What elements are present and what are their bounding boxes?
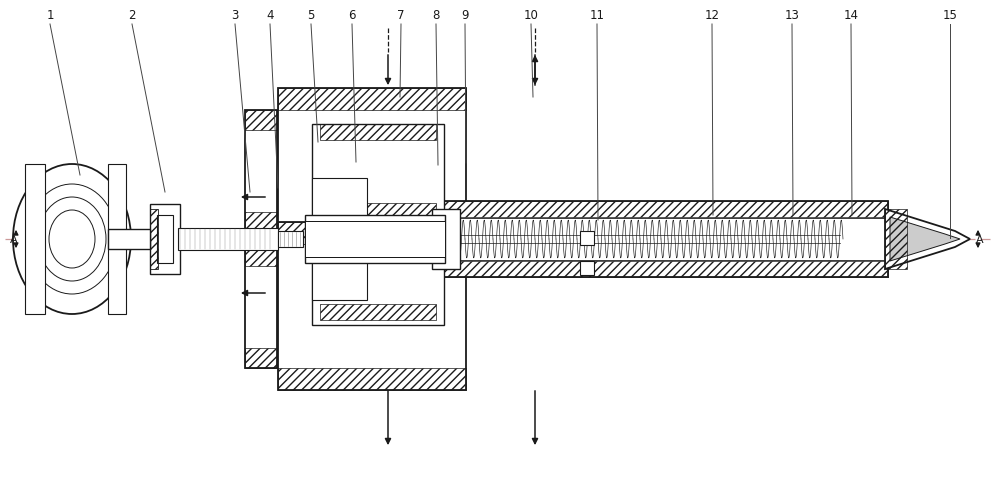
Bar — [440, 201, 888, 217]
Bar — [320, 237, 436, 253]
Bar — [245, 110, 277, 130]
Bar — [580, 261, 594, 275]
Text: 2: 2 — [128, 9, 136, 22]
Text: 13: 13 — [785, 9, 799, 22]
Bar — [580, 231, 594, 245]
Bar — [440, 261, 888, 277]
Text: A: A — [976, 235, 984, 245]
Bar — [245, 110, 277, 232]
Bar — [320, 304, 436, 320]
Bar — [245, 246, 277, 266]
Bar — [440, 201, 888, 277]
Bar — [25, 164, 45, 314]
Ellipse shape — [13, 164, 131, 314]
Bar — [305, 221, 445, 257]
Text: 6: 6 — [348, 9, 356, 22]
Text: 14: 14 — [844, 9, 858, 22]
Bar — [432, 209, 460, 269]
Bar — [278, 222, 466, 244]
Text: 4: 4 — [266, 9, 274, 22]
Bar — [245, 348, 277, 368]
Bar — [108, 229, 150, 249]
Text: 10: 10 — [524, 9, 538, 22]
Bar — [278, 88, 466, 256]
Bar — [108, 164, 126, 314]
Bar — [312, 230, 444, 325]
Bar — [305, 215, 445, 263]
Text: 9: 9 — [461, 9, 469, 22]
Text: 7: 7 — [397, 9, 405, 22]
Text: 15: 15 — [943, 9, 957, 22]
Bar — [150, 209, 158, 269]
Bar — [885, 209, 907, 269]
Bar — [278, 368, 466, 390]
Text: 5: 5 — [307, 9, 315, 22]
Text: 8: 8 — [432, 9, 440, 22]
Bar — [312, 178, 367, 216]
Bar — [150, 204, 180, 274]
Bar — [312, 262, 367, 300]
Text: 12: 12 — [704, 9, 720, 22]
Bar — [312, 124, 444, 219]
Bar — [245, 246, 277, 368]
Text: 3: 3 — [231, 9, 239, 22]
Bar — [278, 88, 466, 110]
Bar — [320, 203, 436, 219]
Bar — [245, 212, 277, 232]
Text: A: A — [10, 235, 18, 245]
Bar — [278, 234, 466, 256]
Bar — [278, 231, 303, 247]
Bar — [178, 228, 278, 250]
Polygon shape — [890, 217, 960, 261]
Text: 1: 1 — [46, 9, 54, 22]
Bar — [278, 222, 466, 390]
Text: 11: 11 — [590, 9, 604, 22]
Bar — [320, 124, 436, 140]
Bar — [157, 215, 173, 263]
Polygon shape — [885, 209, 970, 269]
